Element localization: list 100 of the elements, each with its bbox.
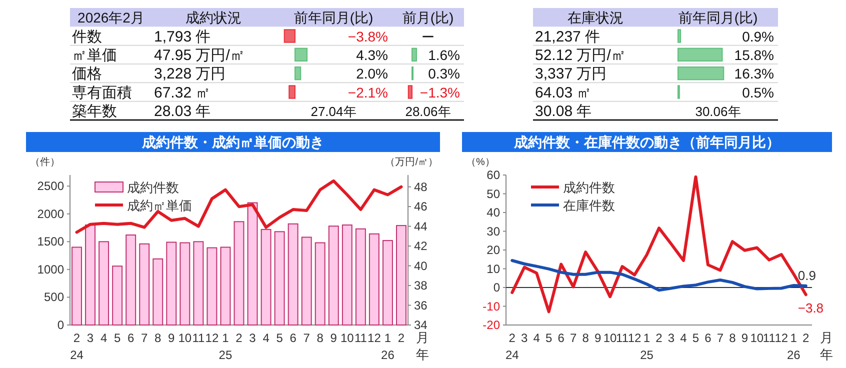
data-label: −3.8%: [348, 28, 388, 44]
text: 30.08 年: [535, 103, 592, 120]
bar: [180, 242, 190, 326]
x-tick-label: 2: [802, 331, 810, 345]
y2-tick-label: 48: [414, 180, 428, 194]
x-tick-label: 12: [774, 331, 788, 345]
text: 在庫状況: [568, 10, 624, 26]
y-tick-label: 30: [486, 224, 500, 238]
bar: [342, 224, 352, 326]
x-tick-label: 3: [521, 331, 528, 345]
chart-title: 成約件数・成約㎡単価の動き: [141, 134, 324, 150]
bar: [301, 236, 312, 326]
line-series: [75, 179, 403, 234]
bar: [72, 246, 82, 326]
data-label: 15.8%: [734, 47, 774, 63]
x-tick-label: 11: [192, 331, 205, 345]
y-tick-label: 500: [44, 290, 64, 304]
y2-tick-label: 38: [414, 278, 428, 293]
text: 28.03 年: [154, 103, 211, 120]
x-tick-label: 4: [100, 331, 108, 345]
y-tick-label: 1000: [37, 262, 64, 276]
x-axis-title: 月年: [416, 330, 429, 362]
x-tick-label: 8: [582, 331, 590, 345]
y-axis-title: （件）: [30, 157, 60, 168]
data-label: 0.9: [798, 268, 816, 283]
text: 前年同月(比): [294, 10, 374, 26]
data-label: 30.06年: [695, 104, 741, 119]
x-tick-label: 11: [762, 331, 776, 345]
y2-axis-title: （万円/㎡）: [385, 157, 438, 168]
x-tick-label: 1 26: [381, 331, 395, 362]
legend-label: 成約件数: [127, 180, 179, 195]
x-tick-label: 8: [729, 331, 736, 345]
y2-tick-label: 34: [414, 318, 428, 332]
bar: [85, 224, 96, 326]
bar: [382, 240, 393, 326]
data-label: 0.5%: [742, 84, 774, 100]
x-tick-label: 7: [570, 331, 577, 345]
category-label: 価格: [72, 66, 102, 83]
bar: [396, 225, 406, 326]
x-tick-label: 5: [545, 331, 552, 345]
bar: [166, 242, 177, 326]
bar: [139, 243, 150, 326]
x-tick-label: 9: [594, 331, 602, 345]
x-tick-label: 12: [205, 331, 219, 345]
data-label: 0.3%: [428, 66, 460, 82]
bar: [220, 246, 231, 326]
category-label: 件数: [72, 28, 102, 46]
x-tick-label: 10: [750, 331, 764, 345]
x-tick-label: 7: [141, 331, 148, 345]
y2-tick-label: 36: [414, 298, 428, 312]
x-tick-label: 9: [168, 331, 176, 345]
data-label: 1.6%: [428, 47, 460, 63]
x-tick-label: 9: [741, 331, 748, 345]
x-tick-label: 12: [368, 331, 382, 345]
x-tick-label: 7: [303, 331, 310, 345]
text: 成約状況: [186, 10, 242, 26]
bar: [274, 231, 285, 326]
text: 52.12 万円/㎡: [535, 47, 626, 64]
bar: [193, 241, 204, 326]
x-tick-label: 2 24: [505, 331, 520, 362]
data-label: −2.1%: [348, 84, 388, 100]
x-tick-label: 11: [616, 331, 629, 345]
data-label: 16.3%: [734, 66, 774, 82]
data-label: 27.04年: [310, 104, 356, 119]
x-tick-label: 6: [704, 331, 712, 345]
x-tick-label: 4: [533, 331, 540, 345]
x-tick-label: 5: [276, 331, 284, 345]
data-label: −3.8: [798, 300, 824, 316]
y-tick-label: 20: [486, 243, 500, 257]
y-tick-label: 2500: [37, 179, 64, 194]
x-tick-label: 5: [114, 331, 121, 345]
data-label: 2.0%: [356, 66, 388, 82]
legend-label: 成約件数: [563, 180, 615, 195]
bar: [206, 247, 218, 326]
y-tick-label: 60: [486, 168, 500, 182]
x-tick-label: 10: [178, 331, 192, 345]
data-label: 28.06年: [405, 104, 451, 119]
data-label: 4.3%: [356, 47, 388, 63]
x-tick-label: 6: [558, 331, 565, 345]
x-tick-label: 2: [656, 331, 663, 345]
text: 67.32 ㎡: [154, 84, 211, 102]
x-tick-label: 2: [398, 331, 405, 345]
data-label: −1.3%: [420, 84, 460, 100]
legend-label: 成約㎡単価: [127, 198, 192, 213]
x-tick-label: 4: [262, 331, 270, 345]
text: 2026年2月: [78, 10, 144, 26]
text: 47.95 万円/㎡: [154, 47, 245, 64]
bar: [112, 266, 123, 326]
y-tick-label: 40: [486, 206, 500, 220]
y-tick-label: 1500: [37, 234, 64, 249]
y-tick-label: 0: [493, 280, 500, 294]
text: 3,337 万円: [535, 66, 607, 83]
y2-tick-label: 40: [414, 258, 428, 273]
bar: [234, 221, 244, 326]
x-tick-label: 12: [628, 331, 642, 345]
category-label: ㎡単価: [72, 47, 117, 64]
text: 前年同月(比): [678, 10, 758, 26]
y-tick-label: 50: [486, 186, 500, 201]
data-label: ー: [422, 29, 434, 44]
y-tick-label: 2000: [37, 206, 64, 221]
